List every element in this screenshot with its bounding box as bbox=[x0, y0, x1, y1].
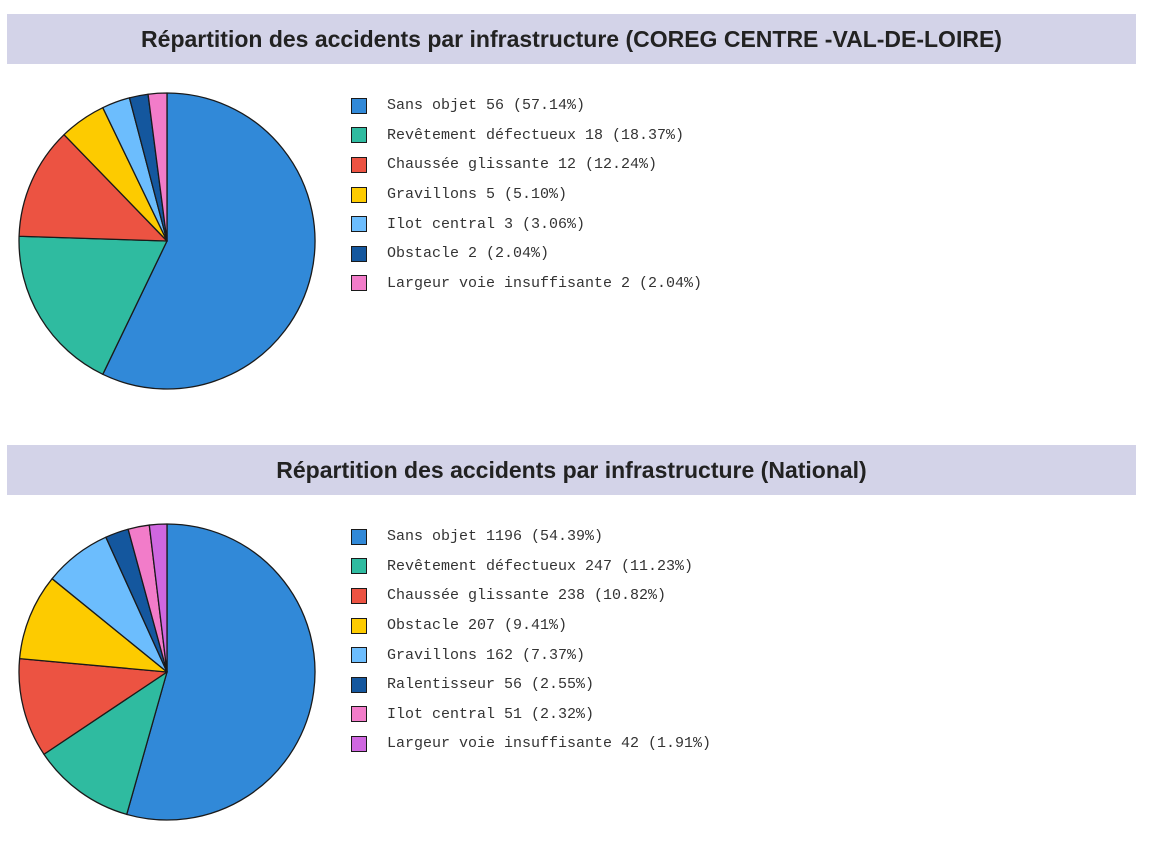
legend-swatch bbox=[351, 245, 367, 262]
legend-item-obstacle: Obstacle 2 (2.04%) bbox=[351, 239, 702, 269]
legend-item-sans-objet: Sans objet 1196 (54.39%) bbox=[351, 522, 711, 552]
legend-swatch bbox=[351, 156, 367, 173]
legend-item-sans-objet: Sans objet 56 (57.14%) bbox=[351, 91, 702, 121]
pie-slice-sans-objet bbox=[126, 523, 316, 821]
legend-swatch bbox=[351, 647, 367, 664]
legend-item-largeur-voie-insuffisante: Largeur voie insuffisante 2 (2.04%) bbox=[351, 269, 702, 299]
legend-item-revetement-defectueux: Revêtement défectueux 18 (18.37%) bbox=[351, 121, 702, 151]
pie-chart-coreg bbox=[18, 92, 316, 390]
pie-slice-chaussee-glissante bbox=[18, 134, 168, 242]
legend-label: Gravillons 162 (7.37%) bbox=[387, 646, 586, 664]
legend-label: Chaussée glissante 12 (12.24%) bbox=[387, 156, 658, 174]
legend-label: Sans objet 56 (57.14%) bbox=[387, 97, 586, 115]
pie-slice-obstacle bbox=[18, 578, 168, 673]
legend-item-revetement-defectueux: Revêtement défectueux 247 (11.23%) bbox=[351, 552, 711, 582]
legend-item-gravillons: Gravillons 162 (7.37%) bbox=[351, 640, 711, 670]
legend-swatch bbox=[351, 617, 367, 634]
legend-swatch bbox=[351, 735, 367, 752]
chart-title-bar: Répartition des accidents par infrastruc… bbox=[7, 445, 1136, 495]
legend-swatch bbox=[351, 97, 367, 114]
chart-panel-national: Répartition des accidents par infrastruc… bbox=[0, 431, 1174, 845]
legend-swatch bbox=[351, 127, 367, 144]
legend-label: Chaussée glissante 238 (10.82%) bbox=[387, 587, 667, 605]
legend-item-chaussee-glissante: Chaussée glissante 238 (10.82%) bbox=[351, 581, 711, 611]
legend-label: Largeur voie insuffisante 42 (1.91%) bbox=[387, 735, 712, 753]
legend-item-ilot-central: Ilot central 3 (3.06%) bbox=[351, 209, 702, 239]
chart-legend-national: Sans objet 1196 (54.39%) Revêtement défec… bbox=[351, 522, 711, 759]
legend-item-ilot-central: Ilot central 51 (2.32%) bbox=[351, 700, 711, 730]
legend-label: Ralentisseur 56 (2.55%) bbox=[387, 676, 595, 694]
legend-swatch bbox=[351, 587, 367, 604]
pie-slice-largeur-voie-insuffisante bbox=[148, 523, 168, 673]
legend-swatch bbox=[351, 676, 367, 693]
legend-swatch bbox=[351, 186, 367, 203]
legend-label: Sans objet 1196 (54.39%) bbox=[387, 528, 604, 546]
chart-title: Répartition des accidents par infrastruc… bbox=[276, 456, 867, 483]
chart-title: Répartition des accidents par infrastruc… bbox=[141, 25, 1002, 52]
legend-label: Obstacle 2 (2.04%) bbox=[387, 245, 550, 263]
legend-item-obstacle: Obstacle 207 (9.41%) bbox=[351, 611, 711, 641]
pie-slice-revetement-defectueux bbox=[43, 671, 168, 816]
legend-swatch bbox=[351, 216, 367, 233]
chart-panel-coreg: Répartition des accidents par infrastruc… bbox=[0, 0, 1174, 420]
legend-label: Largeur voie insuffisante 2 (2.04%) bbox=[387, 274, 703, 292]
legend-item-gravillons: Gravillons 5 (5.10%) bbox=[351, 180, 702, 210]
legend-label: Ilot central 3 (3.06%) bbox=[387, 215, 586, 233]
chart-legend-coreg: Sans objet 56 (57.14%) Revêtement défectu… bbox=[351, 91, 702, 298]
legend-item-ralentisseur: Ralentisseur 56 (2.55%) bbox=[351, 670, 711, 700]
pie-slice-sans-objet bbox=[102, 92, 316, 390]
legend-swatch bbox=[351, 706, 367, 723]
legend-label: Revêtement défectueux 18 (18.37%) bbox=[387, 126, 685, 144]
legend-item-largeur-voie-insuffisante: Largeur voie insuffisante 42 (1.91%) bbox=[351, 729, 711, 759]
legend-label: Ilot central 51 (2.32%) bbox=[387, 705, 595, 723]
pie-slice-revetement-defectueux bbox=[18, 235, 168, 375]
legend-label: Revêtement défectueux 247 (11.23%) bbox=[387, 557, 694, 575]
pie-slice-chaussee-glissante bbox=[18, 657, 168, 755]
legend-label: Obstacle 207 (9.41%) bbox=[387, 617, 568, 635]
legend-item-chaussee-glissante: Chaussée glissante 12 (12.24%) bbox=[351, 150, 702, 180]
pie-chart-national bbox=[18, 523, 316, 821]
legend-swatch bbox=[351, 558, 367, 575]
legend-swatch bbox=[351, 528, 367, 545]
pie-slice-largeur-voie-insuffisante bbox=[147, 92, 168, 242]
legend-swatch bbox=[351, 275, 367, 292]
chart-title-bar: Répartition des accidents par infrastruc… bbox=[7, 14, 1136, 64]
legend-label: Gravillons 5 (5.10%) bbox=[387, 186, 568, 204]
